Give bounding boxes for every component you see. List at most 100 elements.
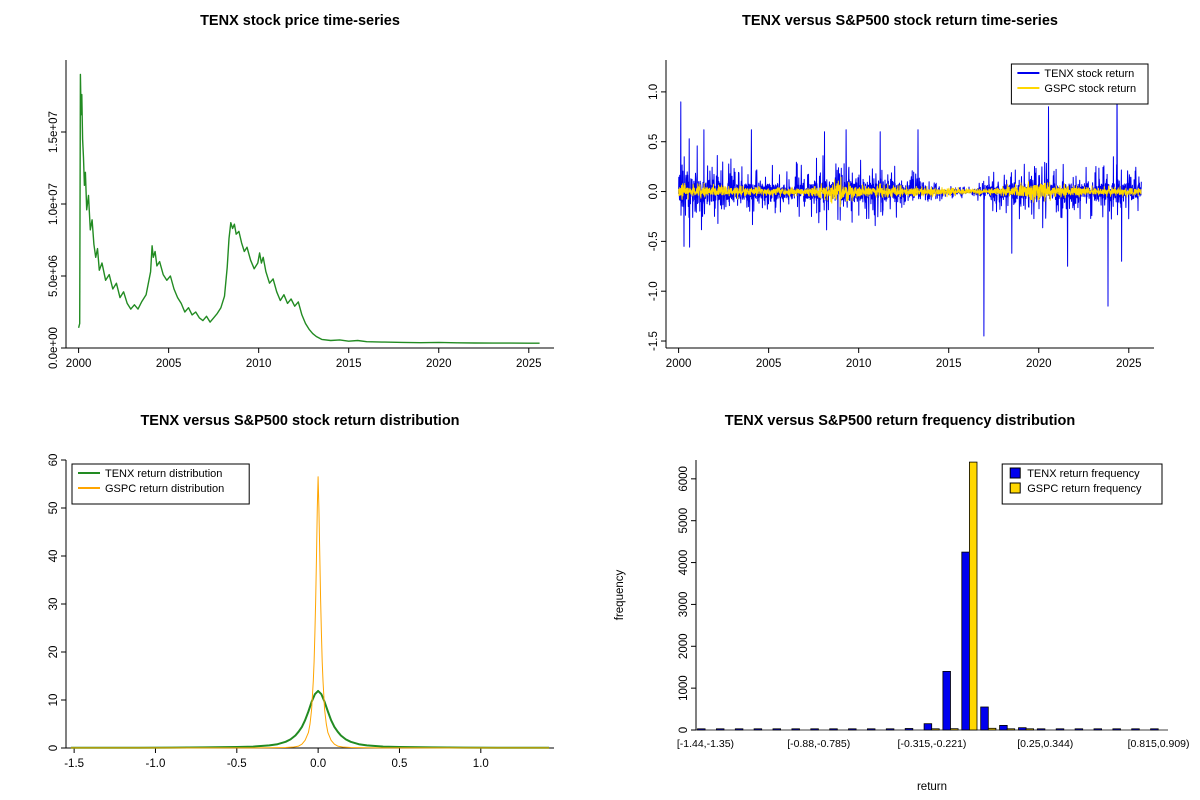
bar-tenx-return-frequency: [697, 728, 706, 731]
bar-tenx-return-frequency: [848, 728, 857, 731]
bar-tenx-return-frequency: [904, 728, 914, 731]
legend: TENX return distribution GSPC return dist…: [71, 463, 250, 505]
series-tenx-return-distribution: [70, 689, 550, 749]
legend-label: TENX stock return: [1044, 68, 1134, 80]
series-group: [678, 71, 1142, 337]
bar-tenx-return-frequency: [791, 728, 800, 731]
bar-gspc-return-frequency: [987, 727, 997, 731]
y-tick-label: -1.0: [648, 281, 660, 301]
y-tick-label: 1.0: [648, 84, 660, 100]
return-frequency-plot: 0 1000 2000 3000 4000 5000 6000 [-1.44,-1.35) [-…: [614, 460, 1190, 793]
y-tick-label: 3000: [678, 592, 690, 618]
bar-tenx-return-frequency: [1036, 728, 1046, 731]
x-axis-title: return: [917, 781, 947, 793]
bar-gspc-return-frequency: [1006, 728, 1016, 731]
series-tenx-price: [77, 73, 540, 344]
x-tick-label: 2025: [1116, 358, 1142, 370]
y-tick-label: 5000: [678, 508, 690, 534]
x-bin-label: [-0.88,-0.785): [787, 738, 850, 750]
x-tick-label: -0.5: [227, 758, 247, 770]
y-tick-label: -1.5: [648, 331, 660, 351]
y-tick-label: 2000: [678, 633, 690, 659]
legend-label: GSPC return frequency: [1027, 483, 1142, 495]
x-tick-label: -1.0: [146, 758, 166, 770]
bar-tenx-return-frequency: [866, 728, 876, 731]
bar-tenx-return-frequency: [1055, 728, 1065, 731]
series-tenx-stock-return: [678, 71, 1142, 337]
y-tick-label: 30: [48, 598, 60, 611]
x-bin-label: [0.25,0.344): [1017, 738, 1073, 750]
legend-box: [1010, 63, 1149, 105]
x-tick-label: 2005: [156, 358, 182, 370]
panel-return-distribution: TENX versus S&P500 stock return distribu…: [0, 400, 600, 800]
bar-tenx-return-frequency: [1131, 728, 1140, 731]
bar-gspc-return-frequency: [1025, 728, 1034, 731]
bar-tenx-return-frequency: [1093, 728, 1102, 731]
series-group: [77, 73, 540, 344]
y-tick-label: 0: [48, 745, 60, 751]
bar-tenx-return-frequency: [1018, 727, 1027, 731]
x-tick-label: 1.0: [473, 758, 489, 770]
bar-tenx-return-frequency: [1112, 728, 1121, 731]
legend-box: [71, 463, 250, 505]
bar-tenx-return-frequency: [753, 728, 763, 731]
x-tick-label: 2000: [66, 358, 92, 370]
bar-tenx-return-frequency: [980, 706, 989, 731]
bar-gspc-return-frequency: [931, 728, 940, 731]
chart-title-return-distribution: TENX versus S&P500 stock return distribu…: [140, 413, 460, 429]
y-tick-label: 0.0: [648, 184, 660, 200]
y-tick-label: 20: [48, 646, 60, 659]
legend-swatch: [1009, 482, 1021, 494]
series-gspc-return-distribution: [70, 476, 550, 749]
bar-tenx-return-frequency: [716, 728, 725, 731]
bar-tenx-return-frequency: [999, 724, 1008, 731]
y-tick-label: 50: [48, 502, 60, 515]
y-tick-label: 5.0e+06: [48, 255, 60, 297]
y-tick-label: -0.5: [648, 231, 660, 251]
bar-tenx-return-frequency: [942, 670, 951, 731]
x-bin-label: [-1.44,-1.35): [677, 738, 734, 750]
bar-tenx-return-frequency: [961, 551, 970, 731]
y-tick-label: 0: [678, 727, 690, 733]
legend-box: [1001, 463, 1163, 505]
x-tick-label: 2025: [516, 358, 542, 370]
y-tick-label: 1.5e+07: [48, 111, 60, 153]
y-tick-label: 1.0e+07: [48, 183, 60, 225]
bar-tenx-return-frequency: [772, 728, 781, 731]
x-tick-label: 2015: [336, 358, 362, 370]
price-timeseries-plot: 2000 2005 2010 2015 2020 2025 0.0e+00 5.0e+06 1.…: [48, 60, 554, 370]
legend-label: TENX return distribution: [105, 468, 222, 480]
y-tick-label: 40: [48, 550, 60, 563]
x-tick-label: 2015: [936, 358, 962, 370]
y-axis-title: frequency: [614, 570, 626, 621]
y-tick-label: 1000: [678, 675, 690, 701]
bar-gspc-return-frequency: [950, 728, 959, 731]
series-gspc-stock-return: [678, 176, 1142, 208]
x-tick-label: 2010: [846, 358, 872, 370]
x-tick-label: 2020: [1026, 358, 1052, 370]
bar-tenx-return-frequency: [923, 723, 933, 731]
bar-tenx-return-frequency: [810, 728, 819, 731]
y-tick-label: 0.0e+00: [48, 327, 60, 369]
x-tick-label: 2005: [756, 358, 782, 370]
bar-tenx-return-frequency: [829, 728, 838, 731]
x-tick-label: 2010: [246, 358, 272, 370]
x-bin-label: [-0.315,-0.221): [898, 738, 967, 750]
bar-tenx-return-frequency: [1150, 728, 1159, 731]
bar-gspc-return-frequency: [968, 461, 978, 731]
x-tick-label: 0.0: [310, 758, 326, 770]
y-tick-label: 10: [48, 694, 60, 707]
legend-label: GSPC stock return: [1044, 83, 1136, 95]
bar-tenx-return-frequency: [1074, 728, 1084, 731]
panel-return-frequency: TENX versus S&P500 return frequency dist…: [600, 400, 1200, 800]
return-distribution-plot: -1.5 -1.0 -0.5 0.0 0.5 1.0 0 10 20 30 40 50 60 TENX r…: [48, 454, 554, 770]
return-timeseries-plot: 2000 2005 2010 2015 2020 2025 -1.5 -1.0 -0.5 0.0 0…: [648, 60, 1154, 370]
x-tick-label: -1.5: [64, 758, 84, 770]
chart-title-price-timeseries: TENX stock price time-series: [200, 13, 400, 29]
x-tick-label: 0.5: [391, 758, 407, 770]
legend-swatch: [1009, 467, 1021, 479]
series-group: [70, 476, 550, 749]
chart-title-return-timeseries: TENX versus S&P500 stock return time-ser…: [742, 13, 1058, 29]
panel-price-timeseries: TENX stock price time-series 2000 2005 201…: [0, 0, 600, 400]
